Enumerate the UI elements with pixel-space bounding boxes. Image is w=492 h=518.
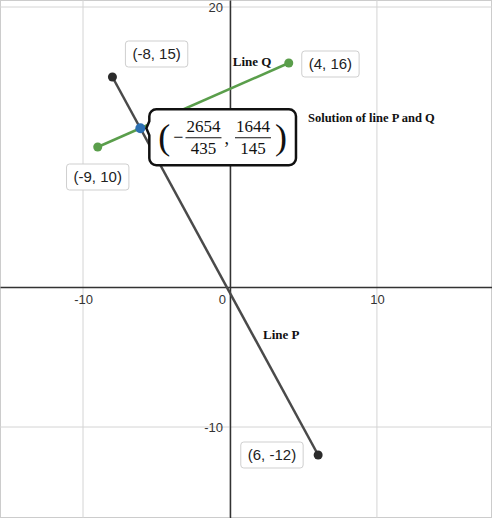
point-label-text: (-9, 10)	[74, 168, 122, 185]
x-tick: 10	[370, 287, 384, 307]
point-label-box	[125, 41, 187, 67]
series-point	[284, 59, 293, 68]
grid-line-y	[0, 427, 492, 428]
grid-line-x	[83, 0, 84, 518]
point-label: (-8, 15)	[125, 41, 187, 67]
fraction-denominator: 145	[240, 139, 265, 158]
series-name: Line Q	[233, 54, 272, 69]
y-axis: -10 20	[204, 0, 230, 518]
grid-line-x	[376, 0, 377, 518]
y-tick: 20	[209, 0, 230, 15]
bracket-open: (	[158, 117, 170, 157]
plot-frame	[1, 1, 492, 518]
point-label-box	[67, 164, 129, 190]
y-tick: -10	[204, 420, 230, 435]
bracket-close: )	[275, 117, 287, 157]
point-label-box	[302, 51, 359, 77]
point-label-box	[241, 442, 303, 468]
series-point	[108, 73, 117, 82]
point-label-text: (-8, 15)	[132, 45, 180, 62]
point-label: (6, -12)	[241, 442, 303, 468]
series-point	[314, 451, 323, 460]
y-tick-label: 20	[209, 0, 223, 15]
solution-point	[135, 123, 145, 133]
marks	[93, 59, 322, 460]
point-label-text: (4, 16)	[309, 55, 352, 72]
point-label: (4, 16)	[302, 51, 359, 77]
chart: -10 0 10 -10 20 (-8, 15) (6, -12) (-9, 10) (4, 1…	[0, 0, 492, 518]
fraction-denominator: 435	[191, 139, 217, 158]
x-axis-line	[1, 287, 492, 289]
x-tick-label: 0	[219, 292, 226, 307]
solution-callout-box	[146, 109, 296, 165]
grid	[0, 0, 492, 518]
fraction-bar	[235, 137, 271, 138]
y-tick-label: -10	[204, 420, 223, 435]
fraction-numerator: 2654	[186, 117, 221, 136]
x-tick: -10	[74, 287, 93, 307]
x-tick-label: 10	[370, 292, 384, 307]
x-tick-label: -10	[74, 292, 93, 307]
minus-sign: −	[173, 127, 183, 147]
grid-line-x	[229, 0, 230, 518]
series-name: Line P	[263, 327, 300, 342]
grid-line-y	[0, 7, 492, 8]
solution-callout: (−2654 435, 1644 145)	[146, 109, 296, 165]
fraction-bar	[185, 137, 221, 138]
series-point	[93, 143, 102, 152]
series-line	[112, 77, 318, 455]
series-line	[98, 63, 289, 147]
point-label: (-9, 10)	[67, 164, 129, 190]
fraction-numerator: 1644	[236, 117, 270, 136]
y-axis-line	[230, 1, 232, 518]
x-axis: -10 0 10	[1, 287, 492, 307]
point-label-text: (6, -12)	[248, 446, 296, 463]
separator: ,	[224, 128, 229, 148]
annotation: Solution of line P and Q	[308, 111, 435, 125]
labels: (-8, 15) (6, -12) (-9, 10) (4, 16) Line Q Lin…	[67, 41, 435, 468]
